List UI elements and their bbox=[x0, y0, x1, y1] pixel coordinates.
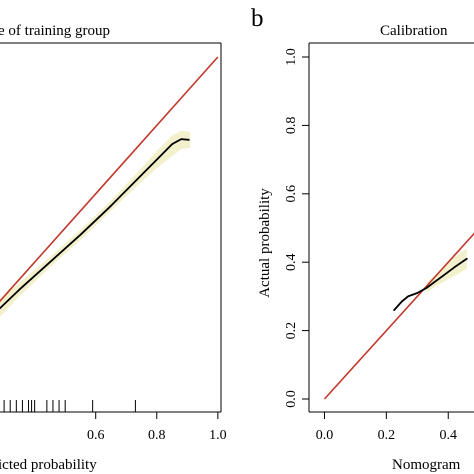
y-tick-label: 0.6 bbox=[284, 185, 299, 203]
panel-b: b 0.0 0.2 0.4 0.6 0.8 1.0 0.0 0.2 0.4 Calibrati… bbox=[251, 5, 474, 473]
y-tick-label: 0.8 bbox=[284, 117, 299, 134]
panel-a-rug bbox=[3, 400, 136, 412]
panel-a-x-axis: 0.6 0.8 1.0 bbox=[87, 412, 227, 443]
x-tick-label: 0.2 bbox=[378, 428, 396, 443]
panel-b-ideal-line bbox=[323, 232, 474, 400]
y-tick-label: 0.0 bbox=[284, 390, 299, 408]
panel-a-x-axis-label: icted probability bbox=[0, 457, 97, 473]
panel-b-band-area bbox=[426, 248, 467, 293]
x-tick-label: 0.4 bbox=[439, 428, 457, 443]
panel-b-x-axis-label: Nomogram bbox=[392, 457, 461, 473]
y-tick-label: 0.4 bbox=[284, 253, 299, 271]
x-tick-label: 0.6 bbox=[87, 428, 105, 443]
y-tick-label: 0.2 bbox=[284, 322, 299, 340]
x-tick-label: 0.8 bbox=[148, 428, 166, 443]
panel-a-plot-area bbox=[0, 56, 219, 317]
panel-b-confidence-band bbox=[426, 248, 467, 293]
panel-b-x-axis: 0.0 0.2 0.4 bbox=[316, 412, 457, 443]
panel-a-reference-line bbox=[0, 56, 219, 303]
x-tick-label: 1.0 bbox=[209, 428, 227, 443]
panel-b-plot-area bbox=[323, 232, 474, 400]
panel-b-y-axis-label: Actual probability bbox=[257, 188, 273, 298]
panel-a: 0.6 0.8 1.0 e of training group icted prob… bbox=[0, 23, 227, 473]
panel-b-label: b bbox=[251, 5, 264, 32]
panel-a-confidence-band bbox=[0, 130, 191, 317]
panel-a-curve-line bbox=[0, 138, 190, 310]
panel-b-reference-line bbox=[323, 232, 474, 400]
panel-b-calibration-curve bbox=[393, 257, 468, 312]
panel-a-band-area bbox=[0, 130, 191, 317]
panel-a-calibration-curve bbox=[0, 138, 190, 310]
panel-b-y-axis: 0.0 0.2 0.4 0.6 0.8 1.0 bbox=[284, 48, 309, 408]
panel-a-ideal-line bbox=[0, 56, 219, 303]
x-tick-label: 0.0 bbox=[316, 428, 334, 443]
panel-b-title: Calibration bbox=[380, 23, 448, 39]
panel-b-curve-line bbox=[393, 257, 468, 312]
y-tick-label: 1.0 bbox=[284, 48, 299, 66]
panel-a-title: e of training group bbox=[0, 23, 110, 39]
